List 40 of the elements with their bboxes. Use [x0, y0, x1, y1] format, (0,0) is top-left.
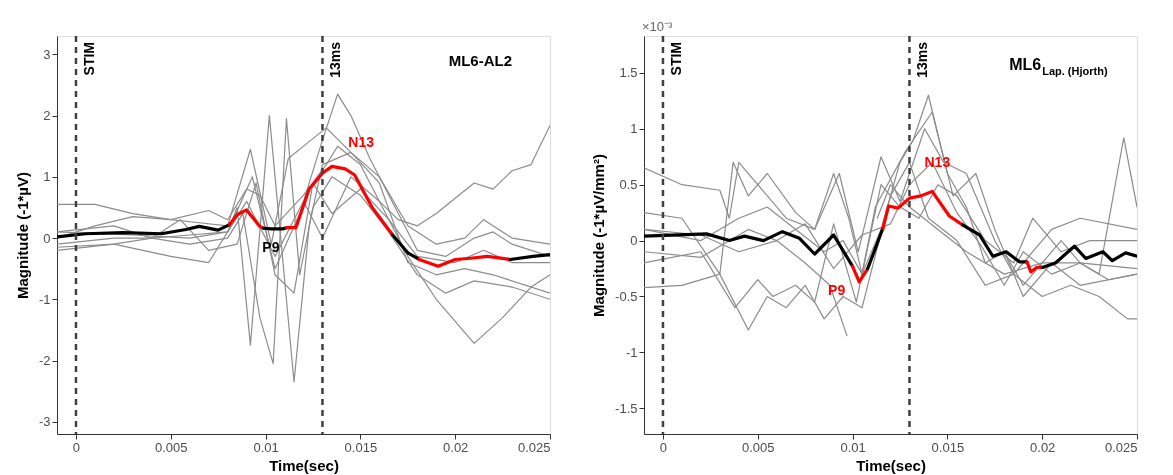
- y-axis-title: Magnitude (-1*µV/mm²): [590, 154, 608, 317]
- x-tick-label: 0.02: [1030, 439, 1056, 455]
- y-tick-label: -1: [38, 291, 51, 307]
- x-tick-label: 0.01: [840, 439, 866, 455]
- y-tick-label: 0: [43, 230, 51, 246]
- y-tick-label: -2: [38, 353, 51, 369]
- x-tick-label: 0.015: [344, 439, 378, 455]
- text: ×10⁻³: [642, 19, 674, 34]
- x-tick-label: 0.025: [517, 439, 551, 455]
- x-tick-label: 0.005: [742, 439, 775, 455]
- x-tick-label: 0: [72, 439, 81, 455]
- ref-line-label: STIM: [80, 42, 97, 76]
- y-tick-label: 1.5: [619, 65, 638, 81]
- x-tick-label: 0.015: [931, 439, 965, 455]
- y-tick-label: -3: [38, 414, 51, 430]
- annotation: P9: [262, 238, 280, 255]
- x-tick-label: 0.005: [155, 439, 188, 455]
- x-tick-label: 0.02: [443, 439, 469, 455]
- y-tick-label: 1: [43, 169, 51, 185]
- ref-line-label: STIM: [667, 42, 684, 76]
- y-tick-label: 1: [630, 121, 638, 137]
- y-tick-label: 3: [43, 46, 51, 62]
- y-tick-label: -0.5: [615, 288, 638, 304]
- annotation: P9: [828, 281, 846, 298]
- y-tick-label: 0.5: [619, 177, 638, 193]
- x-tick-label: 0: [659, 439, 668, 455]
- y-axis-title: Magnitude (-1*µV): [13, 172, 31, 299]
- y-tick-label: -1: [625, 344, 638, 360]
- text: ML6-AL2: [448, 52, 512, 69]
- annotation: N13: [924, 154, 951, 171]
- x-axis-title: Time(sec): [856, 456, 926, 474]
- y-tick-label: -1.5: [615, 400, 638, 416]
- ref-line-label: 13ms: [914, 41, 931, 78]
- x-tick-label: 0.01: [253, 439, 279, 455]
- y-tick-label: 2: [43, 108, 51, 124]
- x-tick-label: 0.025: [1104, 439, 1138, 455]
- y-tick-label: 0: [630, 233, 638, 249]
- x-axis-title: Time(sec): [269, 456, 339, 474]
- annotation: N13: [348, 133, 375, 150]
- ref-line-label: 13ms: [327, 41, 344, 78]
